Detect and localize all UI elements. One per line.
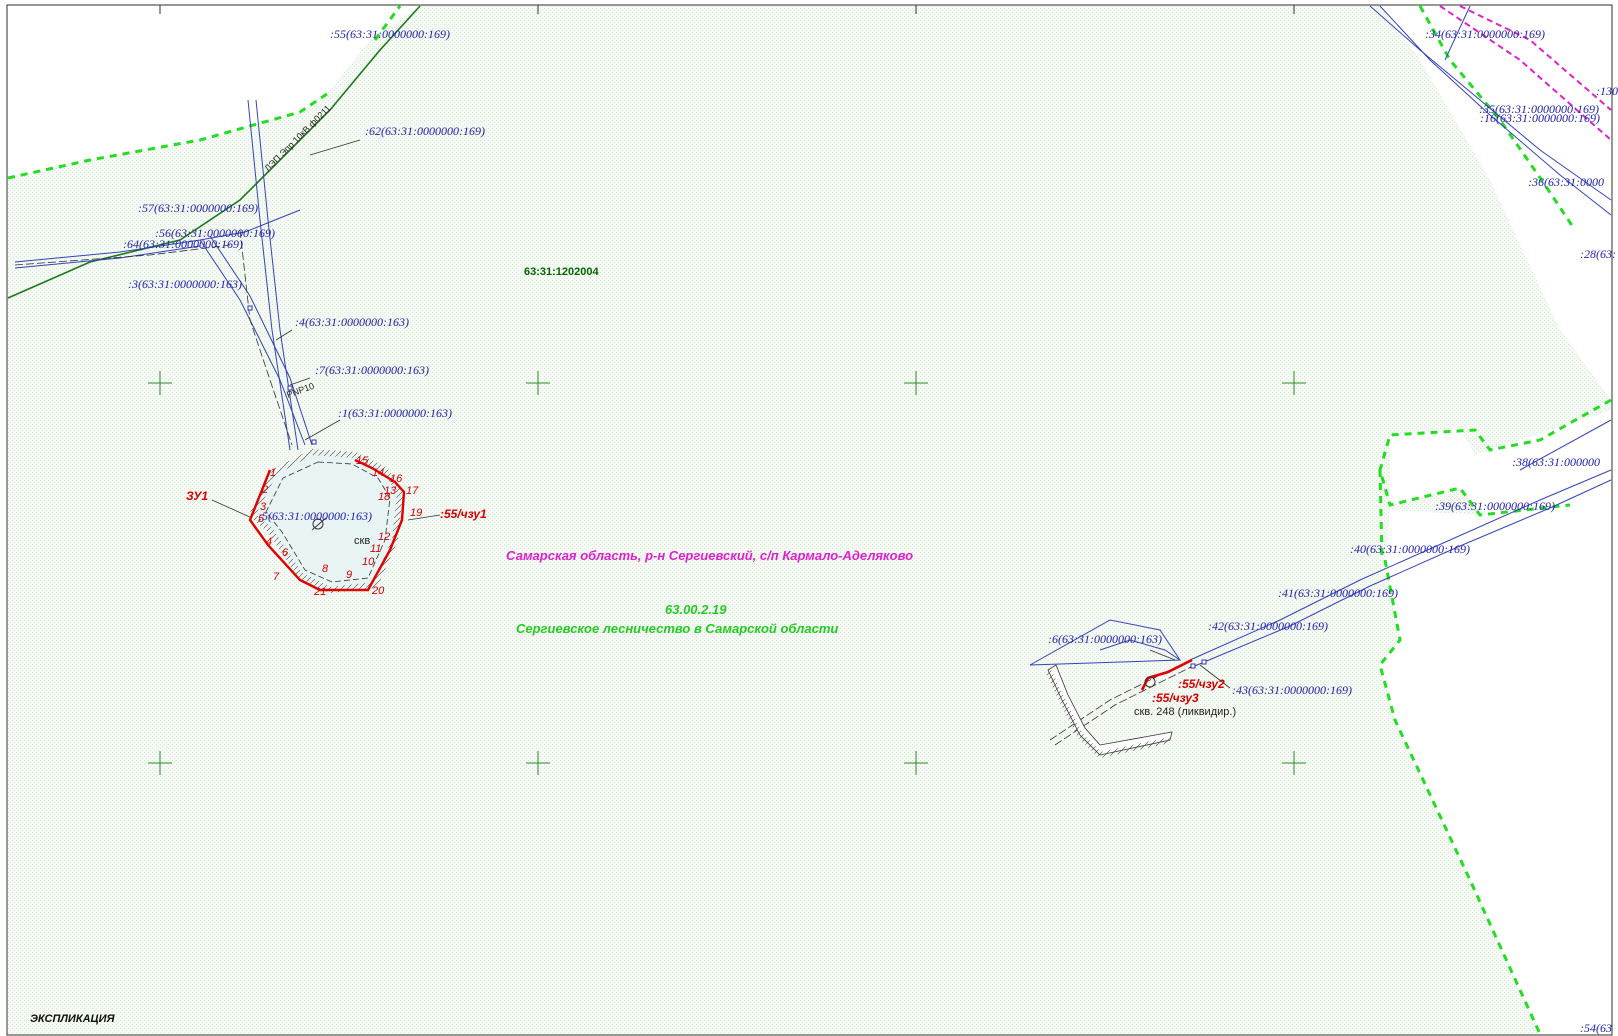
point-number: 7 [273, 571, 280, 583]
parcel-label: :34(63:31:0000000:169) [1425, 27, 1545, 41]
parcel-label: :40(63:31:0000000:169) [1350, 542, 1470, 556]
point-number: 2 [261, 484, 268, 496]
point-numbers: 1 2 3 4 5 6 7 8 9 10 11 12 13 14 15 16 1… [258, 455, 422, 598]
explication-title: ЭКСПЛИКАЦИЯ [30, 1013, 115, 1025]
parcel-label: :35(63:31:0000000:169) [1479, 102, 1599, 116]
point-number: 14 [372, 467, 384, 479]
point-number: 13 [384, 485, 397, 497]
parcel-label: :42(63:31:0000000:169) [1208, 619, 1328, 633]
point-number: 10 [362, 556, 375, 568]
parcel-label: :28(63: [1580, 247, 1616, 261]
parcel-label: :41(63:31:0000000:169) [1278, 586, 1398, 600]
point-number: 3 [260, 501, 267, 513]
parcel-label: :56(63:31:0000000:169) [155, 226, 275, 240]
parcel-label: :130 [1596, 84, 1618, 98]
parcel-label: :39(63:31:0000000:169) [1435, 499, 1555, 513]
forestry-code-label: 63.00.2.19 [665, 602, 727, 617]
point-number: 21 [313, 586, 326, 598]
point-number: 11 [370, 543, 381, 555]
parcel-label: :43(63:31:0000000:169) [1232, 683, 1352, 697]
point-number: 9 [346, 569, 352, 581]
point-number: 1 [270, 467, 276, 479]
point-number: 20 [371, 585, 385, 597]
parcel-label: :64(63:31:0000000:169) [123, 237, 243, 251]
quarter-label: 63:31:1202004 [524, 266, 600, 278]
white-area-right [1380, 410, 1611, 1034]
chzu3-label: :55/чзу3 [1152, 691, 1199, 705]
forest-boundary-inner [1378, 469, 1384, 561]
parcel-label: :55(63:31:0000000:169) [330, 27, 450, 41]
chzu1-label: :55/чзу1 [440, 507, 487, 521]
parcel-label: :6(63:31:0000000:163) [1048, 632, 1162, 646]
point-number: 17 [406, 485, 419, 497]
leader-lines [211, 139, 1231, 689]
point-number: 15 [356, 455, 369, 467]
roads [14, 5, 1612, 669]
parcel-label: :5(63:31:0000000:163) [258, 509, 372, 523]
point-number: 6 [282, 547, 289, 559]
parcel-label: :3(63:31:0000000:163) [128, 277, 242, 291]
parcel-label: :57(63:31:0000000:169) [138, 201, 258, 215]
zu1-label: ЗУ1 [186, 489, 208, 503]
parcel-label: :16(63:31:0000000:169) [1480, 111, 1600, 125]
forest-boundary [7, 5, 1612, 1035]
map-frame [6, 4, 1613, 1036]
point-number: 4 [266, 536, 272, 548]
frame-ticks [159, 5, 1295, 14]
magenta-boundary [1439, 5, 1612, 141]
parcel-label: :38(63:31:000000 [1512, 455, 1600, 469]
well-pad-right[interactable] [1045, 658, 1207, 759]
parcel-labels: :55(63:31:0000000:169) :62(63:31:0000000… [123, 27, 1618, 1035]
white-area-topleft [8, 6, 420, 178]
point-number: 5 [258, 513, 265, 525]
point-number: 8 [322, 563, 329, 575]
parcel-label: :62(63:31:0000000:169) [365, 124, 485, 138]
parcel-label: :1(63:31:0000000:163) [338, 406, 452, 420]
region-label: Самарская область, р-н Сергиевский, с/п … [506, 548, 913, 563]
parcel-label: :54(63 [1580, 1021, 1612, 1035]
point-number: 18 [378, 491, 391, 503]
parcel-label: :4(63:31:0000000:163) [295, 315, 409, 329]
well-symbol [312, 518, 324, 530]
parcel-label: :36(63:31:0000 [1528, 175, 1604, 189]
chzu2-label: :55/чзу2 [1178, 677, 1225, 691]
zu1-boundary[interactable] [248, 458, 406, 592]
well-248-symbol [1144, 676, 1156, 688]
well-pad-left[interactable] [247, 305, 406, 594]
parcel-label: :7(63:31:0000000:163) [315, 363, 429, 377]
point-number: 19 [410, 507, 422, 519]
well-248-label: скв. 248 (ликвидир.) [1134, 706, 1236, 718]
pnp-symbol [287, 385, 293, 391]
white-area-topright [1380, 6, 1611, 400]
well-short-label: скв [354, 535, 370, 547]
point-number: 16 [390, 473, 403, 485]
grid-crosses [148, 371, 1306, 775]
point-number: 12 [378, 531, 390, 543]
forestry-name-label: Сергиевское лесничество в Самарской обла… [516, 621, 838, 636]
